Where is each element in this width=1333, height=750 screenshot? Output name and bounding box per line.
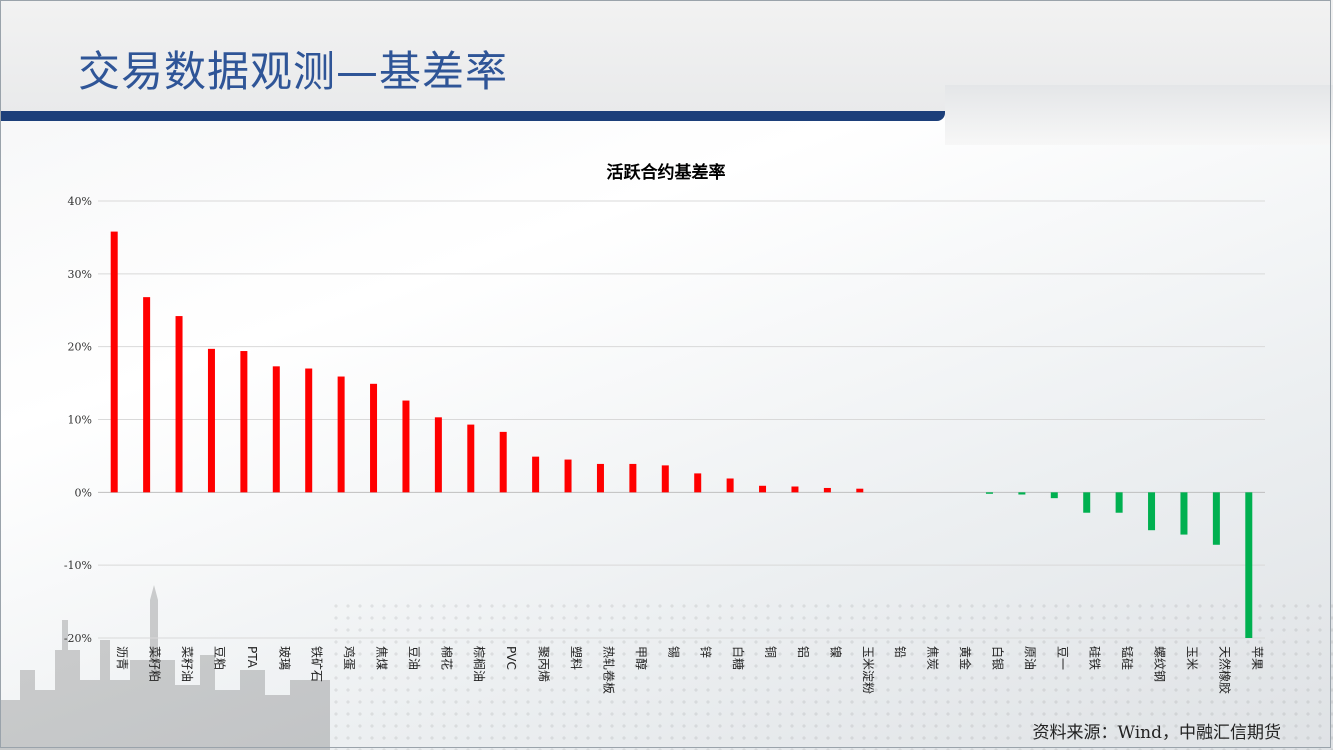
data-source-note: 资料来源：Wind，中融汇信期货 [1032, 723, 1281, 743]
bar-铜 [759, 485, 767, 493]
bar-棕榈油 [467, 424, 475, 493]
bar-镍 [823, 487, 831, 493]
bar-棉花 [434, 417, 442, 493]
x-tick-label: 铅 [893, 646, 907, 658]
y-tick-label: 40% [68, 195, 92, 208]
bar-热轧卷板 [596, 463, 604, 493]
y-tick-label: 10% [68, 414, 92, 427]
x-tick-label: 天然橡胶 [1217, 646, 1232, 694]
x-tick-label: 锡 [666, 646, 681, 658]
dot-map-decoration [330, 600, 1333, 750]
bar-原油 [1018, 492, 1026, 495]
bar-豆一 [1050, 492, 1058, 499]
x-tick-label: 玉米 [1185, 646, 1199, 670]
x-tick-label: 铝 [796, 646, 811, 658]
bar-PVC [499, 431, 507, 493]
x-tick-label: 玻璃 [277, 646, 291, 670]
x-tick-label: 热轧卷板 [601, 646, 616, 694]
bar-焦煤 [370, 383, 378, 493]
bar-锡 [661, 465, 669, 493]
y-axis-ticks: -20% -10% 0% 10% 20% 30% 40% [64, 195, 92, 645]
x-tick-label: 鸡蛋 [342, 646, 357, 670]
y-tick-label: 20% [68, 341, 92, 354]
bar-铝 [791, 486, 799, 493]
x-tick-label: 豆一 [1055, 646, 1069, 670]
bar-鸡蛋 [337, 376, 345, 493]
x-tick-label: 沥青 [115, 646, 129, 670]
bar-玻璃 [272, 366, 280, 493]
bar-白糖 [726, 478, 734, 493]
bar-菜籽油 [175, 316, 183, 493]
chart-title: 活跃合约基差率 [607, 162, 726, 183]
x-tick-label: 玉米淀粉 [861, 646, 875, 694]
y-tick-label: -10% [64, 559, 92, 572]
x-tick-label: 硅铁 [1088, 646, 1102, 670]
x-tick-label: 豆油 [407, 646, 421, 670]
x-tick-label: 塑料 [569, 646, 584, 670]
x-tick-label: 白银 [990, 646, 1005, 670]
bar-白银 [985, 492, 993, 494]
header-divider [0, 111, 945, 121]
x-tick-label: 苹果 [1250, 646, 1264, 670]
bar-锰硅 [1115, 492, 1123, 513]
bar-苹果 [1245, 492, 1253, 638]
x-tick-label: 菜籽油 [180, 646, 194, 682]
x-axis-labels: 沥青 菜籽粕 菜籽油 豆粕 PTA 玻璃 铁矿石 鸡蛋 焦煤 豆油 棉花 棕榈油 PVC 聚丙烯 塑料 热轧卷… [115, 646, 1264, 694]
x-tick-label: PTA [245, 646, 259, 669]
x-tick-label: 锌 [699, 646, 713, 658]
x-tick-label: 原油 [1023, 646, 1037, 670]
page-title: 交易数据观测—基差率 [78, 47, 509, 96]
bar-锌 [694, 473, 702, 493]
bar-铁矿石 [305, 368, 313, 493]
x-tick-label: 白糖 [731, 646, 746, 670]
y-tick-label: 0% [75, 486, 92, 499]
bar-塑料 [564, 459, 572, 493]
x-tick-label: 菜籽粕 [148, 646, 163, 682]
x-tick-label: 焦煤 [375, 646, 389, 670]
chart-gridlines [98, 200, 1265, 639]
x-tick-label: 黄金 [958, 646, 973, 670]
bar-聚丙烯 [532, 456, 540, 493]
header-band-right [945, 85, 1333, 145]
bar-螺纹钢 [1148, 492, 1156, 531]
bar-玉米 [1180, 492, 1188, 535]
x-tick-label: 棕榈油 [472, 646, 487, 682]
chart-bars [110, 231, 1253, 638]
bar-菜籽粕 [143, 297, 151, 493]
x-tick-label: 铁矿石 [310, 646, 324, 682]
bar-硅铁 [1083, 492, 1091, 513]
bar-豆油 [402, 400, 410, 493]
x-tick-label: 铜 [764, 646, 779, 658]
x-tick-label: 甲醇 [634, 646, 649, 670]
city-skyline-decoration [0, 585, 330, 750]
x-tick-label: 镍 [828, 646, 842, 658]
x-tick-label: 焦炭 [926, 646, 940, 670]
x-tick-label: PVC [504, 646, 518, 670]
bar-玉米淀粉 [856, 488, 864, 493]
bar-甲醇 [629, 463, 637, 493]
y-tick-label: -20% [64, 632, 92, 645]
bar-天然橡胶 [1212, 492, 1220, 545]
x-tick-label: 豆粕 [212, 646, 227, 670]
bar-PTA [240, 351, 248, 493]
x-tick-label: 聚丙烯 [537, 646, 551, 682]
bar-沥青 [110, 231, 118, 493]
x-tick-label: 螺纹钢 [1153, 646, 1167, 682]
x-tick-label: 棉花 [439, 646, 454, 670]
bar-豆粕 [207, 348, 215, 493]
y-tick-label: 30% [68, 268, 92, 281]
x-tick-label: 锰硅 [1120, 646, 1135, 670]
